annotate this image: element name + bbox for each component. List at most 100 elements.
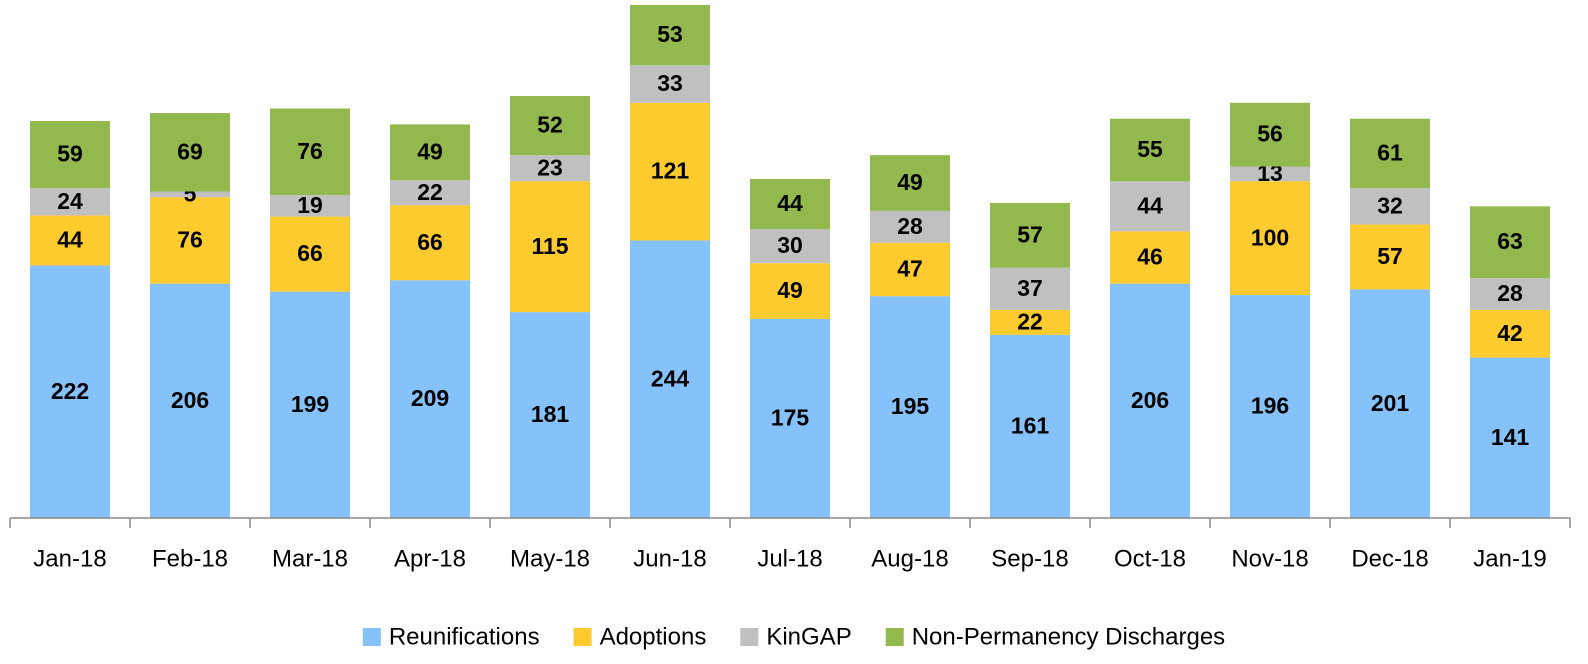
- bar-segment: [1350, 224, 1430, 290]
- x-tick-label: Jun-18: [633, 545, 706, 572]
- legend-swatch: [740, 628, 759, 646]
- bar-segment: [1470, 206, 1550, 278]
- x-tick-label: Feb-18: [152, 545, 228, 572]
- data-label: 244: [651, 365, 690, 391]
- bar-segment: [1350, 188, 1430, 225]
- bar-segment: [990, 267, 1070, 310]
- data-label: 56: [1257, 121, 1283, 147]
- data-label: 66: [297, 240, 323, 266]
- legend-label: Adoptions: [600, 623, 707, 650]
- bar-segment: [1110, 181, 1190, 232]
- data-label: 52: [537, 112, 563, 138]
- bar-segment: [990, 202, 1070, 268]
- x-tick-label: Nov-18: [1231, 545, 1308, 572]
- bar-segment: [870, 242, 950, 297]
- bar-segment: [870, 296, 950, 518]
- x-tick-label: Jul-18: [757, 545, 822, 572]
- bar-segment: [750, 318, 830, 518]
- bar-segment: [1230, 295, 1310, 518]
- bar-segment: [870, 155, 950, 211]
- x-tick-label: May-18: [510, 545, 590, 572]
- data-label: 33: [657, 70, 683, 96]
- bar-segment: [1470, 277, 1550, 310]
- data-label: 121: [651, 158, 690, 184]
- data-label: 206: [1131, 387, 1169, 413]
- data-label: 37: [1017, 275, 1043, 301]
- data-label: 201: [1371, 390, 1410, 416]
- data-label: 57: [1377, 243, 1403, 269]
- legend-label: Non-Permanency Discharges: [912, 623, 1225, 650]
- bar-segment: [630, 65, 710, 103]
- data-label: 195: [891, 393, 930, 419]
- legend-swatch: [362, 628, 381, 646]
- data-label: 76: [177, 227, 203, 253]
- bar-segment: [390, 280, 470, 518]
- data-label: 19: [297, 192, 323, 218]
- data-label: 59: [57, 141, 83, 167]
- legend-label: KinGAP: [766, 623, 851, 650]
- bar-segment: [1230, 102, 1310, 167]
- bar-segment: [630, 102, 710, 241]
- data-label: 53: [657, 21, 683, 47]
- bar-segment: [630, 5, 710, 66]
- x-tick-label: Oct-18: [1114, 545, 1186, 572]
- bar-segment: [1350, 289, 1430, 518]
- data-label: 222: [51, 378, 89, 404]
- bar-segment: [390, 205, 470, 281]
- x-tick-label: Aug-18: [871, 545, 948, 572]
- bar-segment: [1350, 118, 1430, 189]
- bar-segment: [750, 179, 830, 230]
- bar-segment: [150, 113, 230, 192]
- data-label: 69: [177, 138, 203, 164]
- data-label: 44: [57, 227, 83, 253]
- data-label: 24: [57, 188, 83, 214]
- bar-segment: [630, 240, 710, 518]
- x-tick-label: Dec-18: [1351, 545, 1428, 572]
- data-label: 66: [417, 229, 443, 255]
- bar-segment: [30, 215, 110, 266]
- x-tick-label: Jan-19: [1473, 545, 1546, 572]
- data-label: 49: [777, 277, 803, 303]
- data-label: 32: [1377, 192, 1403, 218]
- bar-segment: [750, 229, 830, 264]
- bar-segment: [1110, 231, 1190, 284]
- bar-segment: [390, 124, 470, 181]
- data-label: 44: [777, 190, 803, 216]
- bar-segment: [1470, 309, 1550, 358]
- bar-segment: [870, 210, 950, 243]
- data-label: 63: [1497, 228, 1523, 254]
- bar-segment: [270, 291, 350, 518]
- bar-segment: [510, 95, 590, 156]
- bar-segment: [30, 121, 110, 189]
- bar-segment: [150, 283, 230, 518]
- data-label: 57: [1017, 221, 1043, 247]
- x-tick-label: Jan-18: [33, 545, 106, 572]
- bar-segment: [510, 155, 590, 182]
- bar-segment: [990, 334, 1070, 518]
- data-label: 161: [1011, 413, 1050, 439]
- data-label: 115: [531, 233, 568, 259]
- data-label: 22: [417, 179, 443, 205]
- bar-segment: [1110, 118, 1190, 182]
- data-label: 28: [897, 213, 923, 239]
- data-label: 199: [291, 391, 329, 417]
- bar-segment: [1230, 181, 1310, 296]
- data-label: 49: [417, 138, 443, 164]
- bar-segment: [1230, 166, 1310, 182]
- bar-segment: [510, 312, 590, 518]
- data-label: 100: [1251, 224, 1289, 250]
- bar-segment: [270, 216, 350, 292]
- data-label: 47: [897, 256, 923, 282]
- data-label: 209: [411, 385, 449, 411]
- bar-segment: [270, 108, 350, 195]
- x-tick-label: Mar-18: [272, 545, 348, 572]
- data-label: 42: [1497, 320, 1523, 346]
- bar-segment: [270, 194, 350, 217]
- bar-segment: [150, 191, 230, 198]
- x-tick-label: Apr-18: [394, 545, 466, 572]
- bar-segment: [30, 265, 110, 518]
- bar-segment: [1470, 357, 1550, 518]
- data-label: 206: [171, 387, 209, 413]
- data-label: 181: [531, 401, 570, 427]
